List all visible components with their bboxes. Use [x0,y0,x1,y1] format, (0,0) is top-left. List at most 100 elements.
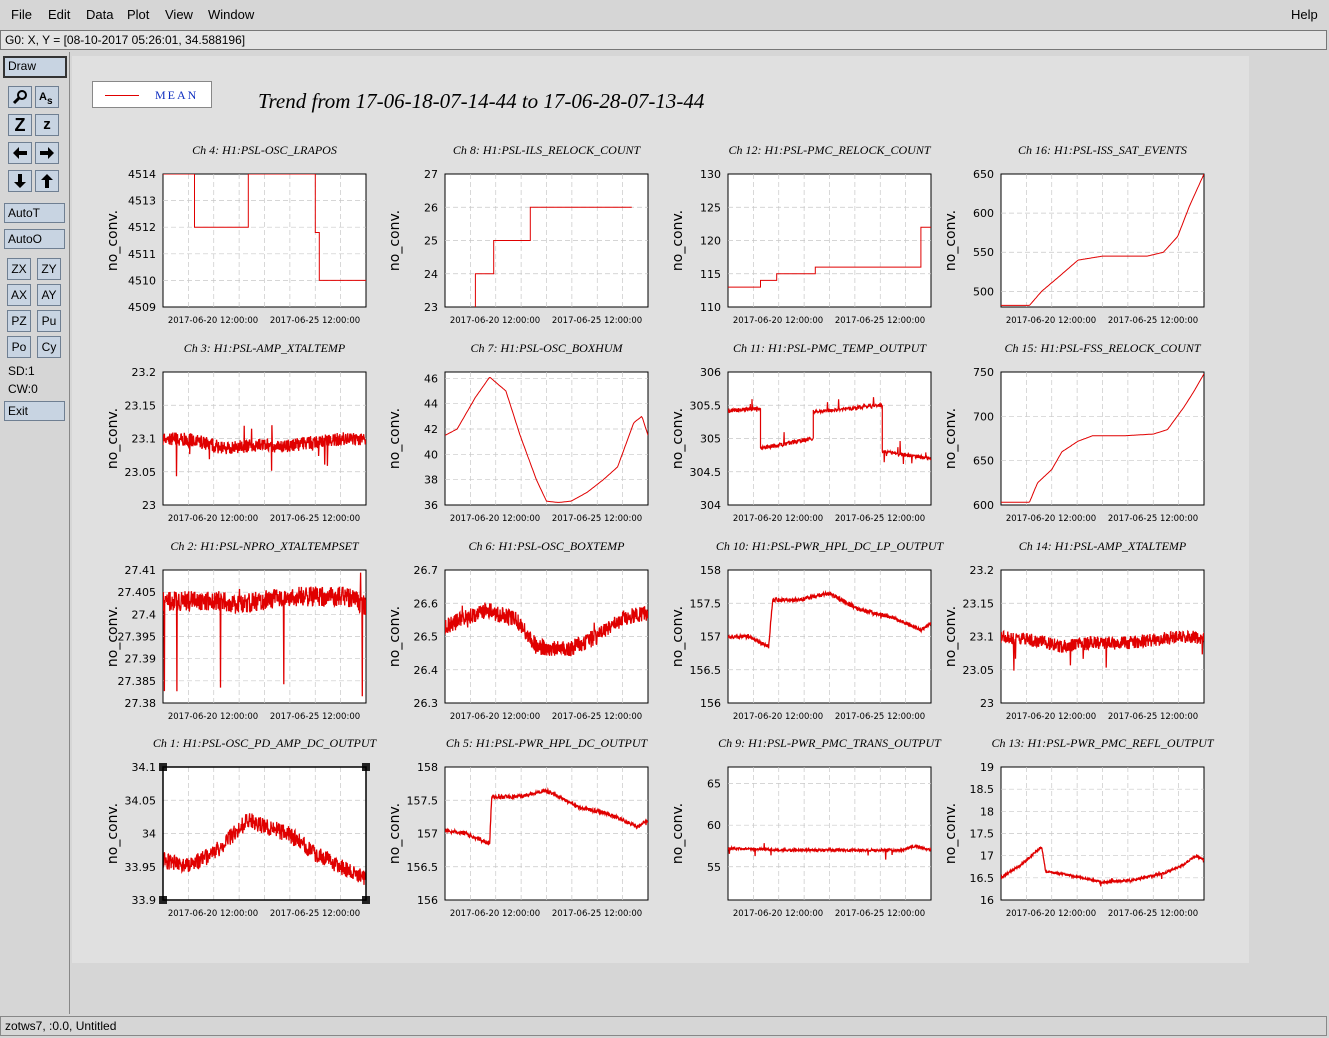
y-tick-label: 23.1 [970,631,995,644]
chart-title: Ch 13: H1:PSL-PWR_PMC_REFL_OUTPUT [992,736,1215,750]
chart-13: Ch 1: H1:PSL-OSC_PD_AMP_DC_OUTPUT 33.9 33.… [105,736,377,919]
autot-button[interactable]: AutoT [4,203,65,223]
y-axis-label: no_conv. [105,803,121,864]
y-tick-label: 27 [424,168,438,181]
y-tick-label: 18.5 [970,783,995,796]
chart-10: Ch 6: H1:PSL-OSC_BOXTEMP 26.3 26.4 26.5 26.6… [387,539,649,722]
chart-title: Ch 9: H1:PSL-PWR_PMC_TRANS_OUTPUT [718,736,942,750]
y-tick-label: 158 [417,761,438,774]
series-line [1001,629,1204,671]
series-segment [881,405,931,465]
y-tick-label: 306 [700,366,721,379]
draw-button[interactable]: Draw [3,56,67,78]
chart-3: Ch 12: H1:PSL-PMC_RELOCK_COUNT 110 115 120 1… [670,143,932,326]
chart-title: Ch 3: H1:PSL-AMP_XTALTEMP [184,341,346,355]
cy-button[interactable]: Cy [37,336,61,358]
menu-help[interactable]: Help [1291,7,1318,22]
menu-data[interactable]: Data [86,7,114,22]
x-tick-label: 2017-06-20 12:00:00 [168,514,258,524]
series-segment [728,399,762,414]
menu-window[interactable]: Window [208,7,255,22]
menu-file[interactable]: File [11,7,32,22]
zoom-z-icon: Z [14,115,26,135]
y-tick-label: 33.95 [125,861,157,874]
zoom-small-z-button[interactable]: z [35,114,59,136]
pu-button[interactable]: Pu [37,310,61,332]
pan-left-button[interactable] [8,142,32,164]
svg-text:s: s [47,96,53,105]
y-axis-label: no_conv. [387,210,403,271]
cw-label: CW:0 [8,382,38,396]
tool-panel: Draw A s Z z AutoT AutoO ZX ZY AX AY PZ … [0,52,70,1014]
y-tick-label: 157.5 [407,794,439,807]
y-tick-label: 34 [142,828,156,841]
magnify-button[interactable] [8,86,32,108]
y-tick-label: 550 [973,246,994,259]
y-tick-label: 26.6 [414,597,439,610]
magnify-icon [12,90,27,105]
po-button[interactable]: Po [7,336,31,358]
pan-down-button[interactable] [8,170,32,192]
series-line [445,376,648,503]
y-tick-label: 500 [973,285,994,298]
y-tick-label: 26 [424,201,438,214]
y-tick-label: 34.1 [132,761,157,774]
arrow-right-icon [40,147,54,159]
y-tick-label: 750 [973,366,994,379]
y-tick-label: 26.4 [414,664,439,677]
y-tick-label: 4509 [128,301,156,314]
chart-11: Ch 10: H1:PSL-PWR_HPL_DC_LP_OUTPUT 156 156… [670,539,944,722]
x-tick-label: 2017-06-20 12:00:00 [450,316,540,326]
y-axis-label: no_conv. [670,606,686,667]
arrow-up-icon [41,174,53,188]
chart-title: Ch 4: H1:PSL-OSC_LRAPOS [192,143,337,157]
zoom-z-button[interactable]: Z [8,114,32,136]
ay-button[interactable]: AY [37,284,61,306]
zx-button[interactable]: ZX [7,258,31,280]
series-segment [812,397,883,439]
y-tick-label: 130 [700,168,721,181]
text-as-icon: A s [39,91,53,105]
chart-5: Ch 3: H1:PSL-AMP_XTALTEMP 23 23.05 23.1 23.1… [105,341,367,524]
pz-button[interactable]: PZ [7,310,31,332]
x-tick-label: 2017-06-25 12:00:00 [552,514,642,524]
chart-6: Ch 7: H1:PSL-OSC_BOXHUM 36 38 40 42 44 46 2017-… [387,341,649,524]
menu-edit[interactable]: Edit [48,7,71,22]
x-tick-label: 2017-06-25 12:00:00 [1108,316,1198,326]
menu-view[interactable]: View [165,7,193,22]
y-tick-label: 16 [980,894,994,907]
menu-bar: File Edit Data Plot View Window Help [0,0,1329,30]
x-tick-label: 2017-06-25 12:00:00 [835,514,925,524]
y-tick-label: 27.38 [125,697,157,710]
y-tick-label: 600 [973,207,994,220]
y-tick-label: 23.15 [125,399,157,412]
y-tick-label: 157 [700,631,721,644]
y-tick-label: 65 [707,778,721,791]
sd-label: SD:1 [8,364,35,378]
exit-button[interactable]: Exit [4,401,65,421]
y-tick-label: 156 [700,697,721,710]
y-tick-label: 23.1 [132,433,157,446]
menu-plot[interactable]: Plot [127,7,150,22]
y-tick-label: 23.2 [970,564,995,577]
x-tick-label: 2017-06-20 12:00:00 [1006,316,1096,326]
y-axis-label: no_conv. [670,803,686,864]
ax-button[interactable]: AX [7,284,31,306]
zy-button[interactable]: ZY [37,258,61,280]
x-tick-label: 2017-06-20 12:00:00 [1006,712,1096,722]
chart-14: Ch 5: H1:PSL-PWR_HPL_DC_OUTPUT 156 156.5 15… [387,736,649,919]
pan-up-button[interactable] [35,170,59,192]
y-tick-label: 19 [980,761,994,774]
text-as-button[interactable]: A s [35,86,59,108]
series-line [163,572,366,697]
arrow-down-icon [14,174,26,188]
pan-right-button[interactable] [35,142,59,164]
x-tick-label: 2017-06-20 12:00:00 [168,712,258,722]
status-text: zotws7, :0.0, Untitled [5,1019,117,1033]
chart-title: Ch 14: H1:PSL-AMP_XTALTEMP [1019,539,1187,553]
autoo-button[interactable]: AutoO [4,229,65,249]
y-tick-label: 125 [700,201,721,214]
arrow-left-icon [13,147,27,159]
series-line [728,843,931,860]
